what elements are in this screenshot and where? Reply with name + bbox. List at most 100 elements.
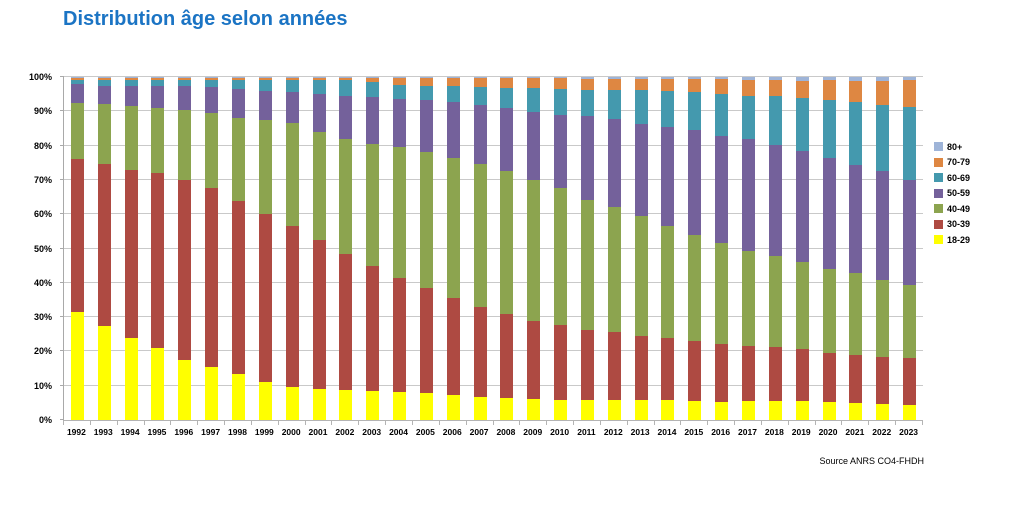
bar-segment-60-69 bbox=[231, 80, 245, 90]
bar-segment-18-29 bbox=[607, 399, 621, 420]
y-tick-mark bbox=[60, 110, 64, 112]
bar-segment-40-49 bbox=[527, 179, 541, 321]
bar-segment-50-59 bbox=[124, 85, 138, 107]
bar-segment-80+ bbox=[205, 77, 219, 78]
x-tick-label: 1999 bbox=[254, 427, 274, 437]
bar-segment-60-69 bbox=[903, 106, 917, 181]
y-tick-mark bbox=[60, 247, 64, 249]
bar-segment-30-39 bbox=[715, 343, 729, 402]
legend-item-30-39: 30-39 bbox=[934, 217, 970, 233]
bar-segment-30-39 bbox=[607, 332, 621, 400]
bar-column-2018 bbox=[762, 77, 789, 420]
gridline bbox=[64, 384, 923, 386]
bar-column-2002 bbox=[332, 77, 359, 420]
bar-segment-40-49 bbox=[607, 207, 621, 333]
bar-segment-30-39 bbox=[231, 200, 245, 374]
stacked-bar-2023 bbox=[903, 77, 917, 420]
y-tick-label: 0% bbox=[38, 415, 52, 425]
x-tick-label: 2013 bbox=[630, 427, 650, 437]
bar-column-2019 bbox=[789, 77, 816, 420]
bar-segment-70-79 bbox=[795, 80, 809, 98]
bar-segment-40-49 bbox=[634, 216, 648, 336]
bar-segment-70-79 bbox=[822, 80, 836, 100]
x-tick-mark bbox=[198, 421, 226, 425]
bar-segment-40-49 bbox=[124, 106, 138, 170]
bar-segment-30-39 bbox=[473, 306, 487, 398]
bar-segment-50-59 bbox=[70, 83, 84, 103]
x-tick-mark bbox=[64, 421, 91, 425]
stacked-bar-1993 bbox=[97, 77, 111, 420]
chart-title: Distribution âge selon années bbox=[63, 8, 348, 30]
bar-segment-30-39 bbox=[500, 313, 514, 399]
bar-segment-60-69 bbox=[97, 80, 111, 86]
x-tick-label: 2014 bbox=[657, 427, 677, 437]
bar-segment-80+ bbox=[285, 77, 299, 78]
bar-segment-40-49 bbox=[366, 143, 380, 266]
bar-segment-60-69 bbox=[124, 80, 138, 86]
bar-segment-18-29 bbox=[419, 393, 433, 420]
bar-segment-18-29 bbox=[554, 400, 568, 420]
x-tick-label: 2001 bbox=[308, 427, 328, 437]
bar-column-2016 bbox=[708, 77, 735, 420]
bar-column-2007 bbox=[467, 77, 494, 420]
bar-segment-40-49 bbox=[580, 199, 594, 330]
bar-column-2005 bbox=[413, 77, 440, 420]
bar-segment-80+ bbox=[178, 77, 192, 78]
bar-segment-80+ bbox=[151, 77, 165, 78]
bar-segment-50-59 bbox=[527, 111, 541, 180]
stacked-bar-2019 bbox=[795, 77, 809, 420]
bar-segment-60-69 bbox=[205, 80, 219, 88]
bar-segment-70-79 bbox=[151, 77, 165, 81]
x-tick-label: 2012 bbox=[603, 427, 623, 437]
bar-segment-40-49 bbox=[903, 284, 917, 358]
bar-segment-80+ bbox=[527, 77, 541, 79]
x-tick-mark bbox=[413, 421, 440, 425]
legend-item-60-69: 60-69 bbox=[934, 170, 970, 186]
x-tick-mark bbox=[601, 421, 628, 425]
x-tick-label: 1994 bbox=[120, 427, 140, 437]
gridline bbox=[64, 213, 923, 215]
bar-segment-50-59 bbox=[312, 94, 326, 132]
gridline bbox=[64, 350, 923, 352]
bar-segment-18-29 bbox=[661, 400, 675, 420]
bar-segment-80+ bbox=[768, 77, 782, 81]
bar-segment-40-49 bbox=[151, 107, 165, 174]
x-tick-mark bbox=[628, 421, 655, 425]
bar-segment-30-39 bbox=[151, 173, 165, 348]
bar-segment-50-59 bbox=[661, 126, 675, 227]
bar-segment-40-49 bbox=[715, 243, 729, 344]
bar-segment-80+ bbox=[419, 77, 433, 79]
bar-segment-80+ bbox=[231, 77, 245, 78]
bar-segment-30-39 bbox=[366, 265, 380, 391]
bar-segment-30-39 bbox=[903, 357, 917, 405]
bar-segment-50-59 bbox=[285, 92, 299, 124]
x-tick-mark bbox=[762, 421, 789, 425]
bar-segment-50-59 bbox=[903, 180, 917, 285]
x-tick-label: 1995 bbox=[147, 427, 167, 437]
bar-segment-70-79 bbox=[554, 78, 568, 90]
bar-segment-80+ bbox=[634, 77, 648, 79]
bar-segment-30-39 bbox=[527, 320, 541, 400]
bar-segment-80+ bbox=[849, 77, 863, 82]
bar-segment-80+ bbox=[258, 77, 272, 78]
bar-column-2006 bbox=[440, 77, 467, 420]
bar-segment-80+ bbox=[366, 77, 380, 79]
bar-segment-18-29 bbox=[849, 402, 863, 420]
stacked-bar-2000 bbox=[285, 77, 299, 420]
x-tick-mark bbox=[467, 421, 494, 425]
bar-segment-60-69 bbox=[151, 80, 165, 86]
bar-segment-70-79 bbox=[580, 78, 594, 90]
x-tick-mark bbox=[708, 421, 736, 425]
bar-segment-60-69 bbox=[876, 104, 890, 172]
x-axis-ticks bbox=[63, 421, 923, 425]
bar-segment-70-79 bbox=[339, 77, 353, 81]
stacked-bar-2018 bbox=[768, 77, 782, 420]
bar-segment-60-69 bbox=[661, 91, 675, 127]
legend-swatch bbox=[934, 142, 943, 152]
stacked-bar-2008 bbox=[500, 77, 514, 420]
bar-segment-50-59 bbox=[393, 98, 407, 148]
bar-segment-80+ bbox=[446, 77, 460, 79]
stacked-bar-2012 bbox=[607, 77, 621, 420]
bar-column-2014 bbox=[655, 77, 682, 420]
bar-segment-30-39 bbox=[339, 253, 353, 390]
